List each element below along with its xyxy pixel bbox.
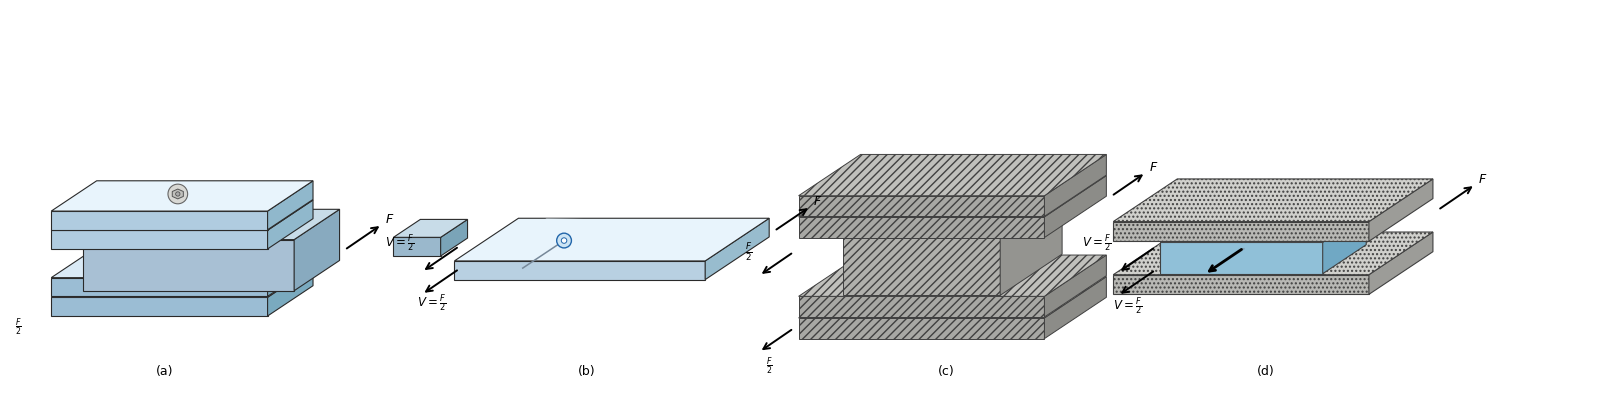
Polygon shape	[1160, 213, 1366, 242]
Polygon shape	[51, 278, 267, 296]
Polygon shape	[454, 261, 706, 280]
Polygon shape	[394, 237, 440, 256]
Text: $\frac{F}{2}$: $\frac{F}{2}$	[744, 241, 752, 263]
Polygon shape	[1000, 196, 1062, 295]
Polygon shape	[706, 218, 770, 280]
Text: (b): (b)	[578, 365, 595, 377]
Polygon shape	[1370, 179, 1434, 241]
Polygon shape	[51, 200, 314, 230]
Polygon shape	[1045, 255, 1106, 317]
Polygon shape	[1160, 242, 1323, 274]
Polygon shape	[1045, 277, 1106, 339]
Polygon shape	[1323, 213, 1366, 274]
Text: $\frac{F}{2}$: $\frac{F}{2}$	[766, 356, 773, 377]
Polygon shape	[267, 248, 314, 296]
Polygon shape	[798, 255, 1106, 296]
Text: $V=\frac{F}{2}$: $V=\frac{F}{2}$	[418, 292, 446, 314]
Text: $V=\frac{F}{2}$: $V=\frac{F}{2}$	[1082, 232, 1112, 254]
Polygon shape	[798, 217, 1045, 238]
Circle shape	[176, 192, 179, 196]
Polygon shape	[1114, 275, 1370, 294]
Polygon shape	[843, 196, 1062, 238]
Text: $V=\frac{F}{2}$: $V=\frac{F}{2}$	[386, 232, 414, 254]
Text: (d): (d)	[1256, 365, 1275, 377]
Polygon shape	[1114, 232, 1434, 275]
Polygon shape	[51, 181, 314, 211]
Polygon shape	[294, 209, 339, 291]
Polygon shape	[798, 196, 1045, 216]
Polygon shape	[51, 267, 314, 297]
Text: $V=\frac{F}{2}$: $V=\frac{F}{2}$	[1114, 295, 1142, 317]
Polygon shape	[51, 297, 267, 316]
Polygon shape	[267, 267, 314, 316]
Polygon shape	[440, 219, 467, 256]
Circle shape	[168, 184, 187, 204]
Polygon shape	[173, 189, 184, 199]
Polygon shape	[83, 209, 339, 240]
Polygon shape	[798, 318, 1045, 339]
Polygon shape	[454, 218, 770, 261]
Polygon shape	[267, 200, 314, 249]
Polygon shape	[798, 154, 1106, 196]
Text: $\frac{F}{2}$: $\frac{F}{2}$	[16, 316, 22, 338]
Polygon shape	[267, 181, 314, 230]
Text: $F$: $F$	[1478, 173, 1488, 186]
Text: $F$: $F$	[386, 213, 394, 226]
Polygon shape	[798, 175, 1106, 217]
Polygon shape	[51, 230, 267, 249]
Polygon shape	[493, 218, 698, 257]
Polygon shape	[798, 296, 1045, 317]
Polygon shape	[83, 240, 294, 291]
Polygon shape	[1114, 179, 1434, 222]
Polygon shape	[798, 277, 1106, 318]
Text: $F$: $F$	[813, 195, 822, 208]
Text: $F$: $F$	[1149, 161, 1158, 174]
Circle shape	[562, 238, 566, 243]
Polygon shape	[51, 248, 314, 278]
Text: (c): (c)	[938, 365, 955, 377]
Polygon shape	[1045, 175, 1106, 238]
Text: (a): (a)	[155, 365, 173, 377]
Polygon shape	[1045, 154, 1106, 216]
Polygon shape	[394, 219, 467, 237]
Polygon shape	[843, 238, 1000, 295]
Polygon shape	[1370, 232, 1434, 294]
Polygon shape	[1114, 222, 1370, 241]
Polygon shape	[51, 211, 267, 230]
Circle shape	[557, 233, 571, 248]
